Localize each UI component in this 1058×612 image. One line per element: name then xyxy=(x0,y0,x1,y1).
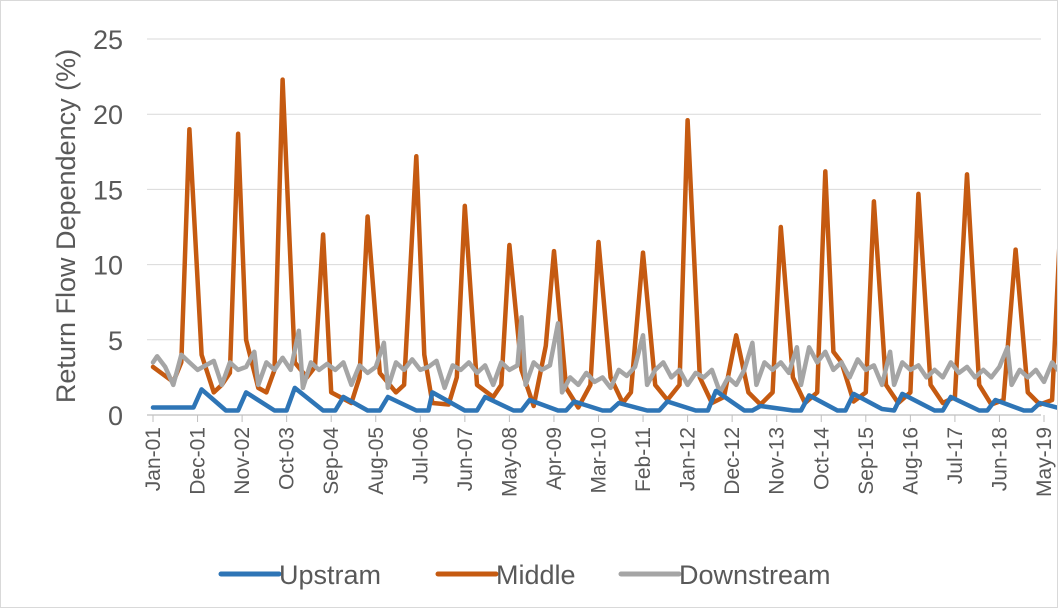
x-tick-label: Jan-12 xyxy=(677,427,700,491)
x-axis-ticks: Jan-01 Dec-01 Nov-02 Oct-03 Sep-04 Aug-05 Jul-… xyxy=(142,415,1056,497)
y-tick-label: 10 xyxy=(93,251,123,281)
x-tick-label: May-08 xyxy=(498,427,521,497)
gridlines xyxy=(147,38,1041,341)
x-tick-label: Nov-13 xyxy=(766,427,789,495)
series-line-upstram xyxy=(150,385,1058,413)
x-tick-label: May-19 xyxy=(1033,427,1056,497)
x-tick-label: Jan-01 xyxy=(142,427,165,491)
legend-label-downstream: Downstream xyxy=(679,560,831,590)
series-line-downstream xyxy=(150,314,1058,395)
y-axis-ticks: 0 5 10 15 20 25 xyxy=(93,25,123,431)
y-tick-label: 5 xyxy=(108,326,123,356)
legend: Upstram Middle Downstream xyxy=(218,560,831,590)
series-lines xyxy=(150,77,1058,413)
y-tick-label: 0 xyxy=(108,401,123,431)
y-tick-label: 15 xyxy=(93,175,123,205)
x-tick-label: Sep-15 xyxy=(855,427,878,495)
x-tick-label: Oct-03 xyxy=(276,427,299,490)
x-tick-label: Feb-11 xyxy=(632,427,655,492)
x-tick-label: Dec-01 xyxy=(187,427,210,495)
y-tick-label: 25 xyxy=(93,25,123,55)
x-tick-label: Jun-18 xyxy=(988,427,1011,491)
x-tick-label: Mar-10 xyxy=(588,427,611,494)
x-tick-label: Dec-12 xyxy=(721,427,744,495)
legend-label-upstram: Upstram xyxy=(279,560,381,590)
x-tick-label: Aug-05 xyxy=(365,427,388,495)
y-tick-label: 20 xyxy=(93,100,123,130)
x-tick-label: Sep-04 xyxy=(320,427,343,495)
x-tick-label: Apr-09 xyxy=(543,427,566,490)
y-axis-label: Return Flow Dependency (%) xyxy=(51,49,81,403)
x-tick-label: Jul-17 xyxy=(944,427,967,484)
x-tick-label: Nov-02 xyxy=(231,427,254,495)
x-tick-label: Oct-14 xyxy=(810,427,833,490)
x-tick-label: Jun-07 xyxy=(454,427,477,491)
x-tick-label: Jul-06 xyxy=(409,427,432,484)
x-tick-label: Aug-16 xyxy=(899,427,922,495)
series-line-middle xyxy=(150,77,1058,410)
legend-label-middle: Middle xyxy=(496,560,576,590)
